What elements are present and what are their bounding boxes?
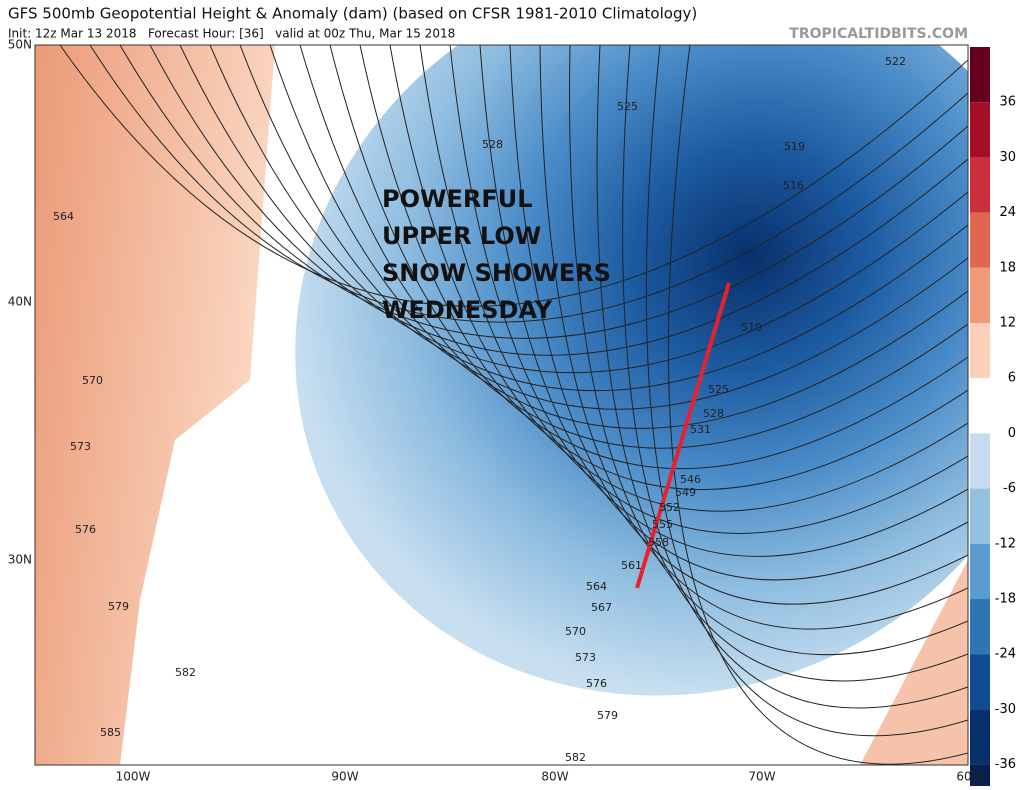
contour-line <box>239 45 968 410</box>
colorbar-bin <box>970 543 990 599</box>
contour-line <box>119 45 968 339</box>
colorbar-bin <box>970 488 990 544</box>
contour-label: 579 <box>597 709 618 722</box>
colorbar-tick: -24 <box>995 647 1016 662</box>
colorbar-bin <box>970 47 990 103</box>
contour-label: 561 <box>621 559 642 572</box>
contour-line <box>596 45 968 682</box>
source: TROPICALTIDBITS.COM <box>789 26 968 42</box>
contour-label: 528 <box>482 138 503 151</box>
contour-line <box>59 45 968 307</box>
colorbar-bin <box>970 378 990 434</box>
contour-line <box>269 45 968 429</box>
annotation-line: WEDNESDAY <box>382 296 553 324</box>
contour-label: 582 <box>565 751 586 764</box>
contour-label: 519 <box>784 140 805 153</box>
contour-line <box>622 45 968 709</box>
colorbar-bin <box>970 323 990 379</box>
contour-label: 525 <box>708 383 729 396</box>
colorbar-tick: -36 <box>995 757 1016 772</box>
map-area <box>35 45 968 765</box>
contour-label: 549 <box>675 486 696 499</box>
red-line <box>635 282 731 589</box>
contour-line <box>89 45 968 323</box>
map-frame <box>34 44 969 766</box>
contour-label: 528 <box>703 407 724 420</box>
annotation-line: POWERFUL <box>382 185 533 213</box>
colorbar-bin <box>970 654 990 710</box>
lon-label: 90W <box>331 770 358 784</box>
contour-line <box>645 45 968 737</box>
colorbar-bin <box>970 157 990 213</box>
lon-label: 100W <box>116 770 151 784</box>
colorbar: 36 30 24 18 12 6 0 -6 -12 -18 -24 -30 -36 <box>970 47 1016 790</box>
contour-label: 519 <box>741 321 762 334</box>
contour-line <box>479 45 968 581</box>
contour-label: 564 <box>53 210 74 223</box>
colorbar-tick: 0 <box>1008 426 1016 441</box>
contour-label: 531 <box>690 423 711 436</box>
colorbar-bin <box>970 267 990 323</box>
contour-line <box>359 45 968 490</box>
lat-label: 40N <box>8 295 32 309</box>
colorbar-bin <box>970 764 990 790</box>
contour-label: 516 <box>783 179 804 192</box>
contour-label: 573 <box>575 651 596 664</box>
lon-label: 60W <box>956 770 983 784</box>
contour-label: 558 <box>648 536 669 549</box>
contour-label: 564 <box>586 580 607 593</box>
contour-label: 546 <box>680 473 701 486</box>
contour-label: 522 <box>885 55 906 68</box>
contour-line <box>449 45 968 557</box>
lat-label: 50N <box>8 38 32 52</box>
contour-line <box>329 45 968 470</box>
contour-label: 555 <box>652 518 673 531</box>
contour-line <box>419 45 968 534</box>
contour-line <box>539 45 968 630</box>
contour-line <box>569 45 968 656</box>
colorbar-tick: -12 <box>995 536 1016 551</box>
subtitle: Init: 12z Mar 13 2018 Forecast Hour: [36… <box>8 27 455 41</box>
colorbar-tick: 24 <box>999 205 1016 220</box>
contour-label: 567 <box>591 601 612 614</box>
annotation-line: SNOW SHOWERS <box>382 259 611 287</box>
contour-line <box>209 45 968 392</box>
contour-line <box>667 45 968 765</box>
contour-line <box>389 45 968 512</box>
annotation-line: UPPER LOW <box>382 222 541 250</box>
contour-label: 570 <box>82 374 103 387</box>
lon-label: 70W <box>748 770 775 784</box>
colorbar-bin <box>970 433 990 489</box>
colorbar-bin <box>970 709 990 765</box>
lat-label: 30N <box>8 553 32 567</box>
contour-line <box>179 45 968 373</box>
colorbar-tick: 36 <box>999 95 1016 110</box>
annotation: POWERFUL UPPER LOW SNOW SHOWERS WEDNESDAY <box>382 185 611 324</box>
colorbar-bin <box>970 212 990 268</box>
colorbar-tick: 6 <box>1008 371 1016 386</box>
title: GFS 500mb Geopotential Height & Anomaly … <box>8 5 697 23</box>
contour-label: 573 <box>70 440 91 453</box>
contour-label: 579 <box>108 600 129 613</box>
contour-label: 570 <box>565 625 586 638</box>
colorbar-tick: -6 <box>1003 481 1016 496</box>
contour-label: 582 <box>175 666 196 679</box>
lon-label: 80W <box>541 770 568 784</box>
colorbar-bin <box>970 599 990 655</box>
contour-label: 552 <box>659 501 680 514</box>
contour-label: 525 <box>617 100 638 113</box>
contour-label: 585 <box>100 726 121 739</box>
contour-label: 576 <box>586 677 607 690</box>
colorbar-bin <box>970 102 990 158</box>
contour-label: 576 <box>75 523 96 536</box>
colorbar-tick: -30 <box>995 702 1016 717</box>
contour-line <box>299 45 968 449</box>
colorbar-tick: -18 <box>995 592 1016 607</box>
colorbar-tick: 12 <box>999 316 1016 331</box>
colorbar-tick: 30 <box>999 150 1016 165</box>
colorbar-tick: 18 <box>999 260 1016 275</box>
